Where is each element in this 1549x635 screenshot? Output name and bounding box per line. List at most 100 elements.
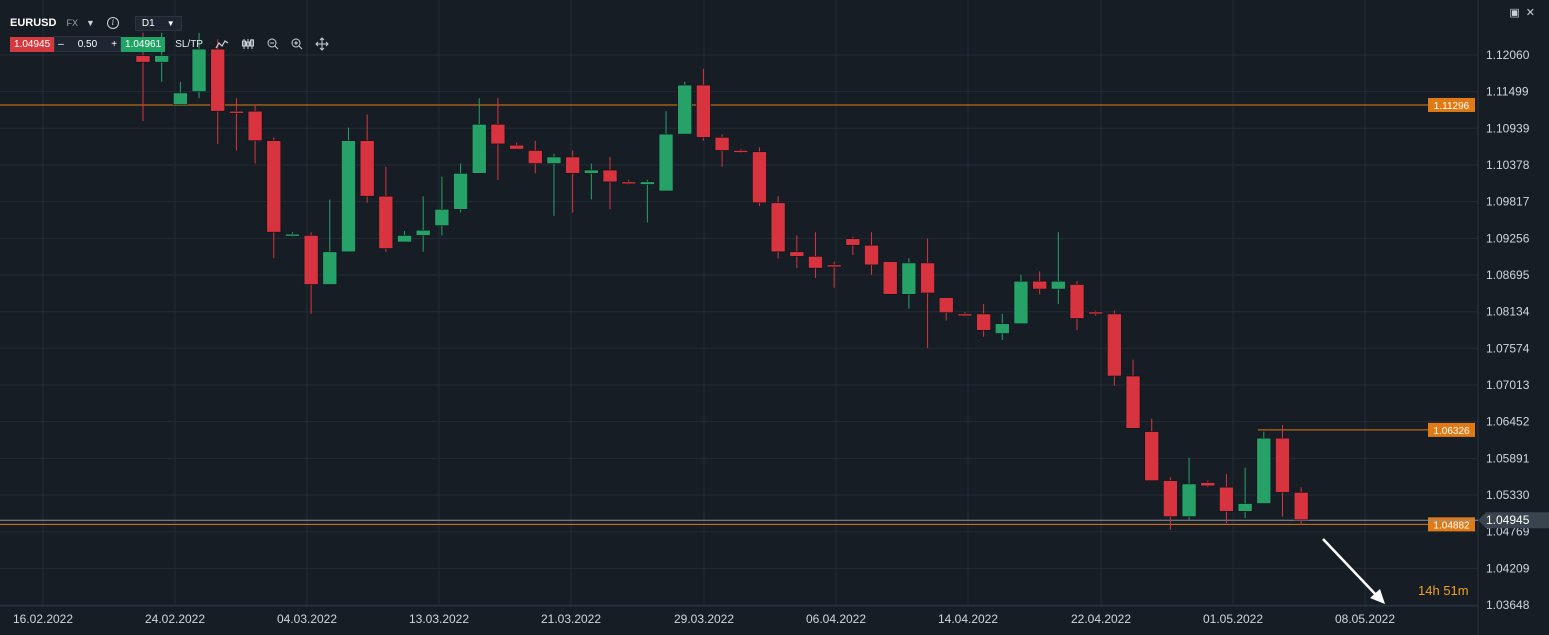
x-tick-label: 08.05.2022 bbox=[1335, 612, 1395, 626]
price-level-tag[interactable] bbox=[1428, 422, 1475, 437]
candle-body[interactable] bbox=[584, 169, 599, 174]
candle-body[interactable] bbox=[677, 84, 693, 135]
candle-body[interactable] bbox=[509, 144, 524, 150]
candle-body[interactable] bbox=[733, 150, 749, 153]
candle-body[interactable] bbox=[1256, 437, 1272, 504]
quantity-stepper[interactable]: – 0.50 + bbox=[54, 36, 122, 52]
candle-body[interactable] bbox=[1200, 482, 1216, 487]
window-controls: ▣ ✕ bbox=[1509, 6, 1535, 19]
candle-body[interactable] bbox=[341, 140, 356, 253]
maximize-icon[interactable]: ▣ bbox=[1509, 7, 1520, 19]
quantity-value[interactable]: 0.50 bbox=[77, 38, 98, 50]
candle-body[interactable] bbox=[658, 133, 674, 192]
candle-body[interactable] bbox=[546, 156, 562, 164]
candle-body[interactable] bbox=[1163, 480, 1178, 517]
candle-body[interactable] bbox=[808, 256, 823, 269]
candle-body[interactable] bbox=[397, 235, 412, 243]
symbol-name[interactable]: EURUSD bbox=[10, 17, 57, 29]
candle-body[interactable] bbox=[1181, 483, 1197, 517]
candle-body[interactable] bbox=[845, 238, 861, 246]
x-tick-label: 22.04.2022 bbox=[1071, 612, 1131, 626]
candle-body[interactable] bbox=[1293, 492, 1309, 521]
candle-body[interactable] bbox=[882, 261, 898, 295]
candle-countdown: 14h 51m bbox=[1418, 583, 1469, 598]
symbol-header: EURUSD FX ▼ i D1 ▼ bbox=[10, 14, 182, 32]
candle-body[interactable] bbox=[920, 262, 935, 294]
candle-body[interactable] bbox=[247, 110, 263, 141]
candle-body[interactable] bbox=[527, 150, 543, 164]
candle-body[interactable] bbox=[135, 55, 151, 63]
candle-body[interactable] bbox=[453, 173, 468, 210]
candle-body[interactable] bbox=[696, 84, 711, 138]
candle-body[interactable] bbox=[1125, 375, 1141, 429]
candle-body[interactable] bbox=[994, 323, 1010, 334]
move-icon[interactable] bbox=[315, 37, 329, 51]
candle-body[interactable] bbox=[789, 251, 805, 257]
candle-body[interactable] bbox=[938, 297, 954, 313]
candle-body[interactable] bbox=[640, 181, 655, 185]
sltp-button[interactable]: SL/TP bbox=[175, 38, 203, 50]
y-tick-label: 1.10378 bbox=[1486, 158, 1530, 172]
candle-body[interactable] bbox=[826, 264, 842, 268]
candle-body[interactable] bbox=[1144, 431, 1160, 481]
candle-body[interactable] bbox=[210, 48, 226, 112]
candle-body[interactable] bbox=[191, 48, 207, 92]
candle-body[interactable] bbox=[621, 181, 636, 185]
candle-body[interactable] bbox=[864, 244, 879, 266]
current-price-tag bbox=[1478, 512, 1549, 529]
candle-body[interactable] bbox=[1051, 280, 1066, 290]
decrease-quantity-button[interactable]: – bbox=[58, 38, 64, 50]
candle-body[interactable] bbox=[303, 235, 319, 285]
buy-price-button[interactable]: 1.04961 bbox=[121, 36, 166, 52]
sell-price-button[interactable]: 1.04945 bbox=[10, 36, 55, 52]
info-icon[interactable]: i bbox=[106, 17, 119, 29]
candle-body[interactable] bbox=[173, 92, 188, 105]
candle-body[interactable] bbox=[378, 195, 394, 249]
candle-body[interactable] bbox=[229, 110, 244, 114]
candle-body[interactable] bbox=[1088, 311, 1103, 315]
candle-body[interactable] bbox=[1107, 313, 1122, 377]
price-level-tag[interactable] bbox=[1428, 97, 1475, 112]
y-tick-label: 1.08134 bbox=[1486, 305, 1530, 319]
timeframe-select[interactable]: D1 ▼ bbox=[134, 15, 182, 31]
symbol-dropdown-icon[interactable]: ▼ bbox=[85, 18, 95, 28]
countdown-hours-unit: h bbox=[1432, 583, 1440, 598]
candle-body[interactable] bbox=[976, 313, 991, 331]
zoom-out-icon[interactable] bbox=[267, 38, 279, 50]
candle-body[interactable] bbox=[490, 124, 506, 145]
countdown-minutes: 51 bbox=[1443, 583, 1458, 598]
candle-body[interactable] bbox=[266, 140, 282, 233]
candle-body[interactable] bbox=[1069, 284, 1085, 319]
candle-body[interactable] bbox=[1275, 437, 1290, 493]
candles-icon[interactable] bbox=[241, 38, 255, 50]
candle-body[interactable] bbox=[770, 202, 786, 253]
candle-body[interactable] bbox=[471, 124, 487, 174]
zoom-in-icon[interactable] bbox=[291, 38, 303, 50]
price-level-label: 1.06326 bbox=[1433, 426, 1470, 437]
candle-body[interactable] bbox=[901, 262, 917, 295]
candle-body[interactable] bbox=[1237, 503, 1253, 512]
candle-body[interactable] bbox=[565, 156, 580, 174]
countdown-hours: 14 bbox=[1418, 583, 1433, 598]
candle-body[interactable] bbox=[285, 233, 300, 237]
candle-body[interactable] bbox=[1219, 486, 1234, 512]
candle-body[interactable] bbox=[957, 313, 973, 317]
candle-body[interactable] bbox=[602, 169, 618, 183]
candle-body[interactable] bbox=[752, 151, 767, 204]
candle-body[interactable] bbox=[154, 55, 169, 63]
candle-body[interactable] bbox=[1013, 280, 1029, 325]
candle-body[interactable] bbox=[359, 140, 375, 197]
x-tick-label: 06.04.2022 bbox=[806, 612, 866, 626]
increase-quantity-button[interactable]: + bbox=[111, 38, 118, 50]
y-tick-label: 1.10939 bbox=[1486, 121, 1530, 135]
line-chart-icon[interactable] bbox=[215, 38, 229, 50]
candle-body[interactable] bbox=[415, 229, 431, 236]
candle-body[interactable] bbox=[1032, 280, 1047, 290]
candle-body[interactable] bbox=[322, 251, 338, 285]
candle-body[interactable] bbox=[714, 137, 730, 151]
price-level-tag[interactable] bbox=[1428, 517, 1475, 532]
close-icon[interactable]: ✕ bbox=[1525, 7, 1535, 19]
candle-body[interactable] bbox=[434, 209, 450, 226]
